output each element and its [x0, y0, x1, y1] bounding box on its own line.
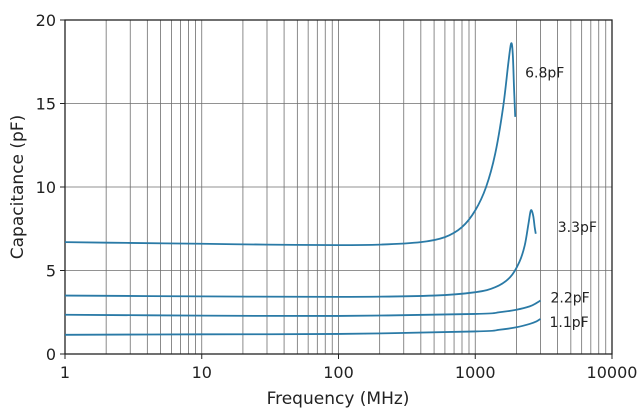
x-tick-label: 100 [323, 363, 354, 382]
x-tick-label: 10 [192, 363, 212, 382]
series-label: 3.3pF [558, 220, 597, 236]
tick-labels: 1 10 100 1000 10000 0 5 10 15 20 [36, 11, 638, 382]
x-tick-label: 1000 [455, 363, 496, 382]
series-line-3-3pf [64, 209, 537, 298]
series-line-2-2pf [64, 299, 541, 317]
series-label: 1.1pF [549, 315, 588, 331]
x-tick-label: 1 [60, 363, 70, 382]
series-line-1-1pf [64, 318, 541, 336]
y-tick-label: 20 [36, 11, 56, 30]
series-curves [64, 42, 541, 336]
y-tick-label: 0 [46, 345, 56, 364]
x-tick-label: 10000 [587, 363, 638, 382]
x-axis-label: Frequency (MHz) [267, 389, 410, 409]
series-line-6-8pf [64, 42, 517, 247]
y-axis-label: Capacitance (pF) [8, 115, 28, 259]
series-label: 2.2pF [550, 291, 589, 307]
y-tick-label: 5 [46, 262, 56, 281]
series-label: 6.8pF [525, 65, 564, 81]
y-tick-label: 15 [36, 95, 56, 114]
grid [65, 20, 612, 354]
y-tick-label: 10 [36, 178, 56, 197]
series-labels: 6.8pF 3.3pF 2.2pF 1.1pF [525, 65, 597, 331]
